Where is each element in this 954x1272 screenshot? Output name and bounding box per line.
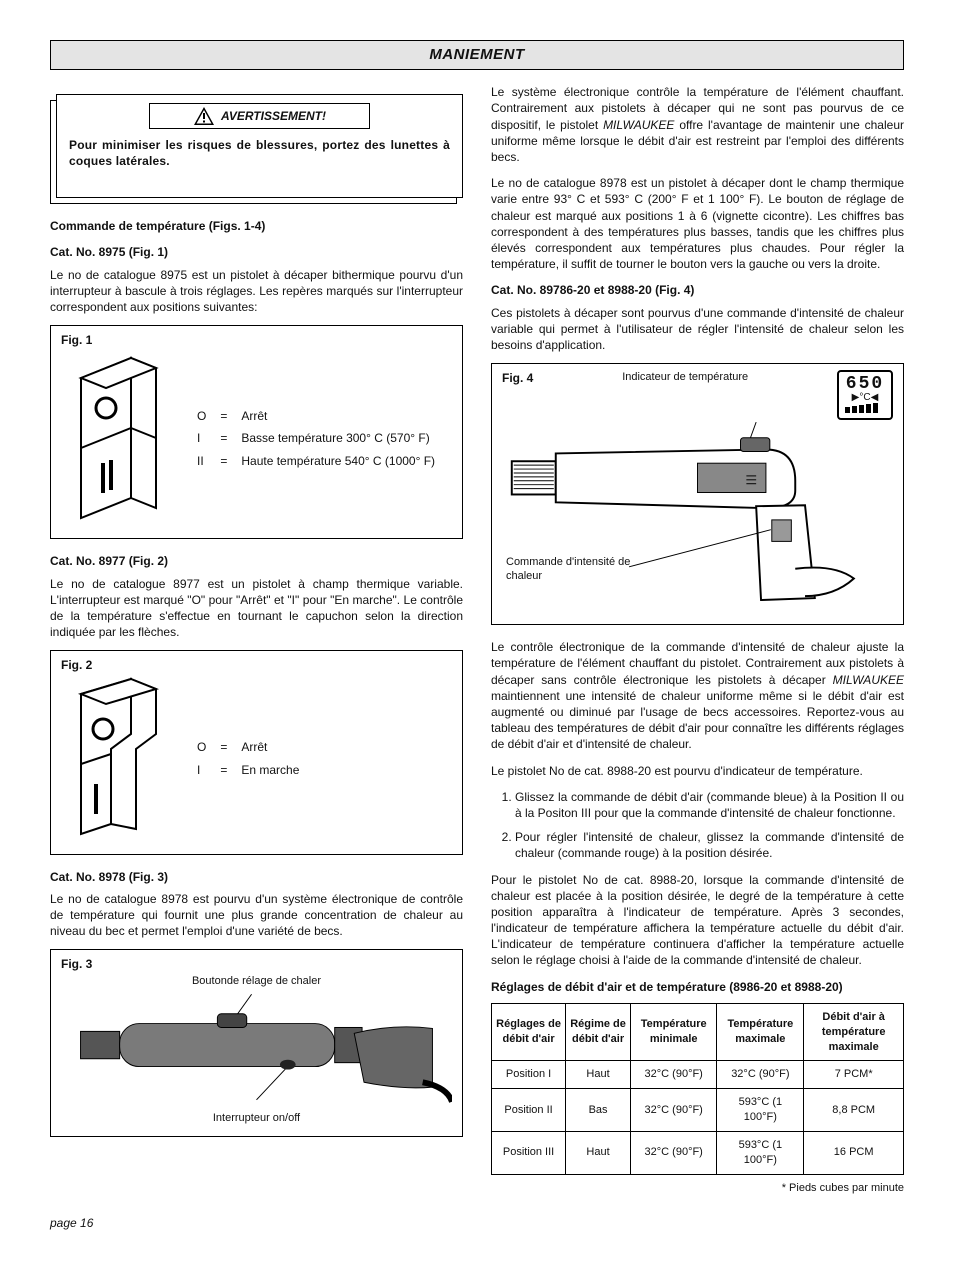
para-r2: Le no de catalogue 8978 est un pistolet … (491, 175, 904, 272)
table-row: Position IHaut32°C (90°F)32°C (90°F)7 PC… (492, 1061, 904, 1089)
figure-1-legend: O=Arrêt I=Basse température 300° C (570°… (189, 404, 443, 473)
warning-title: AVERTISSEMENT! (149, 103, 370, 129)
table-header: Débit d'air à température maximale (804, 1003, 904, 1061)
figure-4: Fig. 4 Indicateur de température 650 ▶°C… (491, 363, 904, 625)
heading-temp-control: Commande de température (Figs. 1-4) (50, 218, 463, 234)
heading-cat-8975: Cat. No. 8975 (Fig. 1) (50, 244, 463, 260)
switch-diagram-icon (61, 348, 171, 528)
para-89786: Ces pistolets à décaper sont pourvus d'u… (491, 305, 904, 354)
switch-diagram-icon (61, 674, 171, 844)
table-header: Réglages de débit d'air (492, 1003, 566, 1061)
figure-2: Fig. 2 O=Arrêt I=En marche (50, 650, 463, 854)
figure-3: Fig. 3 Boutonde rélage de chaler Interru… (50, 949, 463, 1137)
figure-4-top-caption: Indicateur de température (543, 370, 827, 385)
heat-gun-icon (61, 993, 452, 1103)
heading-table: Réglages de débit d'air et de températur… (491, 979, 904, 995)
para-8977: Le no de catalogue 8977 est un pistolet … (50, 576, 463, 641)
two-column-layout: AVERTISSEMENT! Pour minimiser les risque… (50, 84, 904, 1195)
right-column: Le système électronique contrôle la temp… (491, 84, 904, 1195)
left-column: AVERTISSEMENT! Pour minimiser les risque… (50, 84, 463, 1195)
figure-4-label: Fig. 4 (502, 370, 533, 386)
para-r1: Le système électronique contrôle la temp… (491, 84, 904, 165)
steps-list: Glissez la commande de débit d'air (comm… (491, 789, 904, 862)
table-row: Position IIIHaut32°C (90°F)593°C (1 100°… (492, 1131, 904, 1174)
figure-1-label: Fig. 1 (61, 332, 452, 348)
warning-text: Pour minimiser les risques de blessures,… (69, 137, 450, 169)
para-r3: Le contrôle électronique de la commande … (491, 639, 904, 752)
table-header: Régime de débit d'air (566, 1003, 631, 1061)
airflow-table: Réglages de débit d'air Régime de débit … (491, 1003, 904, 1175)
figure-2-legend: O=Arrêt I=En marche (189, 735, 307, 782)
table-header-row: Réglages de débit d'air Régime de débit … (492, 1003, 904, 1061)
table-footnote: * Pieds cubes par minute (491, 1181, 904, 1196)
figure-1: Fig. 1 O=Arrêt I=Basse température 300° … (50, 325, 463, 539)
figure-3-bottom-caption: Interrupteur on/off (61, 1111, 452, 1126)
heading-cat-89786: Cat. No. 89786-20 et 8988-20 (Fig. 4) (491, 282, 904, 298)
warning-box: AVERTISSEMENT! Pour minimiser les risque… (50, 94, 463, 204)
warning-icon (193, 106, 215, 126)
para-r5: Pour le pistolet No de cat. 8988-20, lor… (491, 872, 904, 969)
list-item: Glissez la commande de débit d'air (comm… (515, 789, 904, 821)
list-item: Pour régler l'intensité de chaleur, glis… (515, 829, 904, 861)
page-footer: page 16 (50, 1215, 904, 1231)
para-r4: Le pistolet No de cat. 8988-20 est pourv… (491, 763, 904, 779)
table-header: Température minimale (631, 1003, 717, 1061)
heading-cat-8978: Cat. No. 8978 (Fig. 3) (50, 869, 463, 885)
figure-2-label: Fig. 2 (61, 657, 452, 673)
lcd-display: 650 ▶°C◀ (837, 370, 893, 420)
figure-3-top-caption: Boutonde rélage de chaler (61, 974, 452, 989)
figure-3-label: Fig. 3 (61, 956, 452, 972)
figure-4-bottom-caption: Commande d'intensité de chaleur (506, 555, 636, 585)
heading-cat-8977: Cat. No. 8977 (Fig. 2) (50, 553, 463, 569)
table-row: Position IIBas32°C (90°F)593°C (1 100°F)… (492, 1089, 904, 1132)
section-header: MANIEMENT (50, 40, 904, 70)
para-8978: Le no de catalogue 8978 est pourvu d'un … (50, 891, 463, 940)
table-header: Température maximale (717, 1003, 804, 1061)
para-8975: Le no de catalogue 8975 est un pistolet … (50, 267, 463, 316)
